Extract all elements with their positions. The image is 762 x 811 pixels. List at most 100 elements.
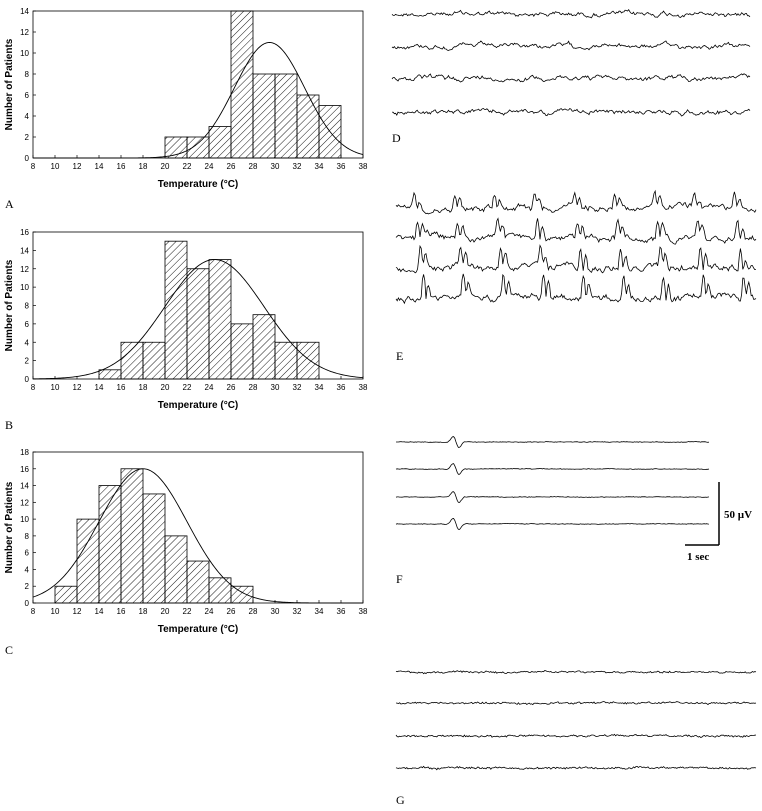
panel-letter-g: G (396, 793, 405, 807)
histogram-panel-a: 8 10 12 14 16 18 20 22 24 26 28 30 32 34 36 38024681012… (4, 7, 368, 190)
panel-letter-d: D (392, 131, 401, 145)
bar-b-6 (230, 323, 254, 380)
x-tick-label-a-9: 26 (227, 162, 236, 171)
eeg-trace-e-0 (395, 189, 757, 215)
x-axis-label-a: Temperature (°C) (158, 179, 239, 190)
bar-c-2 (98, 485, 122, 604)
bar-b-1 (120, 341, 144, 380)
y-tick-label-c-4: 8 (25, 532, 30, 541)
bar-a-5 (274, 73, 298, 159)
x-tick-label-c-11: 30 (271, 607, 280, 616)
eeg-panel-g (395, 670, 757, 771)
x-tick-label-c-10: 28 (249, 607, 258, 616)
x-tick-label-b-10: 28 (249, 383, 258, 392)
eeg-trace-e-3 (395, 273, 757, 305)
x-tick-label-a-15: 38 (359, 162, 368, 171)
eeg-trace-e-2 (395, 244, 756, 274)
fit-curve-a (33, 42, 364, 159)
x-tick-label-b-2: 12 (73, 383, 82, 392)
bar-b-0 (98, 369, 122, 380)
y-tick-label-c-6: 12 (20, 498, 29, 507)
eeg-trace-f-3 (395, 518, 710, 530)
eeg-trace-d-1 (391, 40, 751, 51)
x-tick-label-c-7: 22 (183, 607, 192, 616)
panel-letter-f: F (396, 572, 403, 586)
x-tick-label-b-1: 10 (51, 383, 60, 392)
y-tick-label-a-1: 2 (25, 133, 30, 142)
x-tick-label-c-2: 12 (73, 607, 82, 616)
x-tick-label-b-7: 22 (183, 383, 192, 392)
y-tick-label-b-2: 4 (25, 338, 30, 347)
bar-b-7 (252, 314, 276, 380)
eeg-trace-g-3 (395, 765, 757, 771)
eeg-trace-f-0 (396, 436, 710, 448)
x-axis-label-b: Temperature (°C) (158, 400, 239, 411)
eeg-trace-f-1 (395, 463, 710, 475)
x-tick-label-a-14: 36 (337, 162, 346, 171)
eeg-trace-d-0 (391, 9, 751, 19)
bar-b-3 (164, 240, 188, 380)
x-tick-label-b-5: 18 (139, 383, 148, 392)
eeg-panel-f (395, 436, 710, 530)
bar-c-3 (120, 468, 144, 604)
eeg-trace-d-2 (391, 73, 751, 83)
bar-b-2 (142, 341, 166, 380)
bar-b-8 (274, 341, 298, 380)
y-tick-label-b-4: 8 (25, 302, 30, 311)
scale-bar-amplitude-label: 50 µV (724, 509, 752, 521)
x-tick-label-a-5: 18 (139, 162, 148, 171)
y-tick-label-c-0: 0 (25, 599, 30, 608)
bar-c-8 (230, 585, 254, 604)
y-tick-label-b-6: 12 (20, 265, 29, 274)
x-tick-label-b-8: 24 (205, 383, 214, 392)
y-tick-label-c-2: 4 (25, 565, 30, 574)
y-axis-label-a: Number of Patients (4, 38, 15, 130)
y-tick-label-b-5: 10 (20, 283, 29, 292)
x-tick-label-c-3: 14 (95, 607, 104, 616)
x-tick-label-a-11: 30 (271, 162, 280, 171)
eeg-trace-f-2 (395, 491, 710, 503)
y-tick-label-b-1: 2 (25, 357, 30, 366)
x-tick-label-b-4: 16 (117, 383, 126, 392)
x-tick-label-b-12: 32 (293, 383, 302, 392)
eeg-trace-g-2 (395, 733, 757, 738)
eeg-trace-e-1 (395, 217, 757, 245)
y-tick-label-b-3: 6 (25, 320, 30, 329)
bar-b-9 (296, 341, 320, 380)
x-tick-label-c-14: 36 (337, 607, 346, 616)
scale-bar-time-label: 1 sec (687, 551, 709, 563)
histogram-panel-c: 8 10 12 14 16 18 20 22 24 26 28 30 32 34 36 38024681012… (4, 448, 368, 635)
bar-c-6 (186, 560, 210, 604)
fit-curve-b (32, 259, 364, 380)
x-tick-label-a-6: 20 (161, 162, 170, 171)
x-tick-label-a-8: 24 (205, 162, 214, 171)
bar-b-5 (208, 259, 232, 380)
y-tick-label-a-5: 10 (20, 49, 29, 58)
x-tick-label-c-6: 20 (161, 607, 170, 616)
y-tick-label-a-0: 0 (25, 154, 30, 163)
x-tick-label-a-13: 34 (315, 162, 324, 171)
y-tick-label-b-7: 14 (20, 246, 29, 255)
x-tick-label-a-0: 8 (31, 162, 36, 171)
x-tick-label-c-8: 24 (205, 607, 214, 616)
x-tick-label-b-11: 30 (271, 383, 280, 392)
y-tick-label-a-3: 6 (25, 91, 30, 100)
x-tick-label-c-5: 18 (139, 607, 148, 616)
panel-letter-a: A (5, 197, 14, 211)
y-tick-label-c-3: 6 (25, 549, 30, 558)
y-tick-label-b-0: 0 (25, 375, 30, 384)
y-tick-label-c-9: 18 (20, 448, 29, 457)
x-tick-label-b-6: 20 (161, 383, 170, 392)
y-tick-label-a-4: 8 (25, 70, 30, 79)
x-tick-label-c-0: 8 (31, 607, 36, 616)
x-tick-label-b-0: 8 (31, 383, 36, 392)
eeg-panel-d (391, 9, 751, 117)
eeg-trace-g-1 (395, 701, 757, 706)
histogram-panel-b: 8 10 12 14 16 18 20 22 24 26 28 30 32 34 36 38024681012… (4, 228, 368, 411)
y-tick-label-a-6: 12 (20, 28, 29, 37)
x-tick-label-a-12: 32 (293, 162, 302, 171)
x-tick-label-c-15: 38 (359, 607, 368, 616)
eeg-trace-d-3 (391, 107, 751, 117)
bar-a-3 (230, 10, 254, 159)
